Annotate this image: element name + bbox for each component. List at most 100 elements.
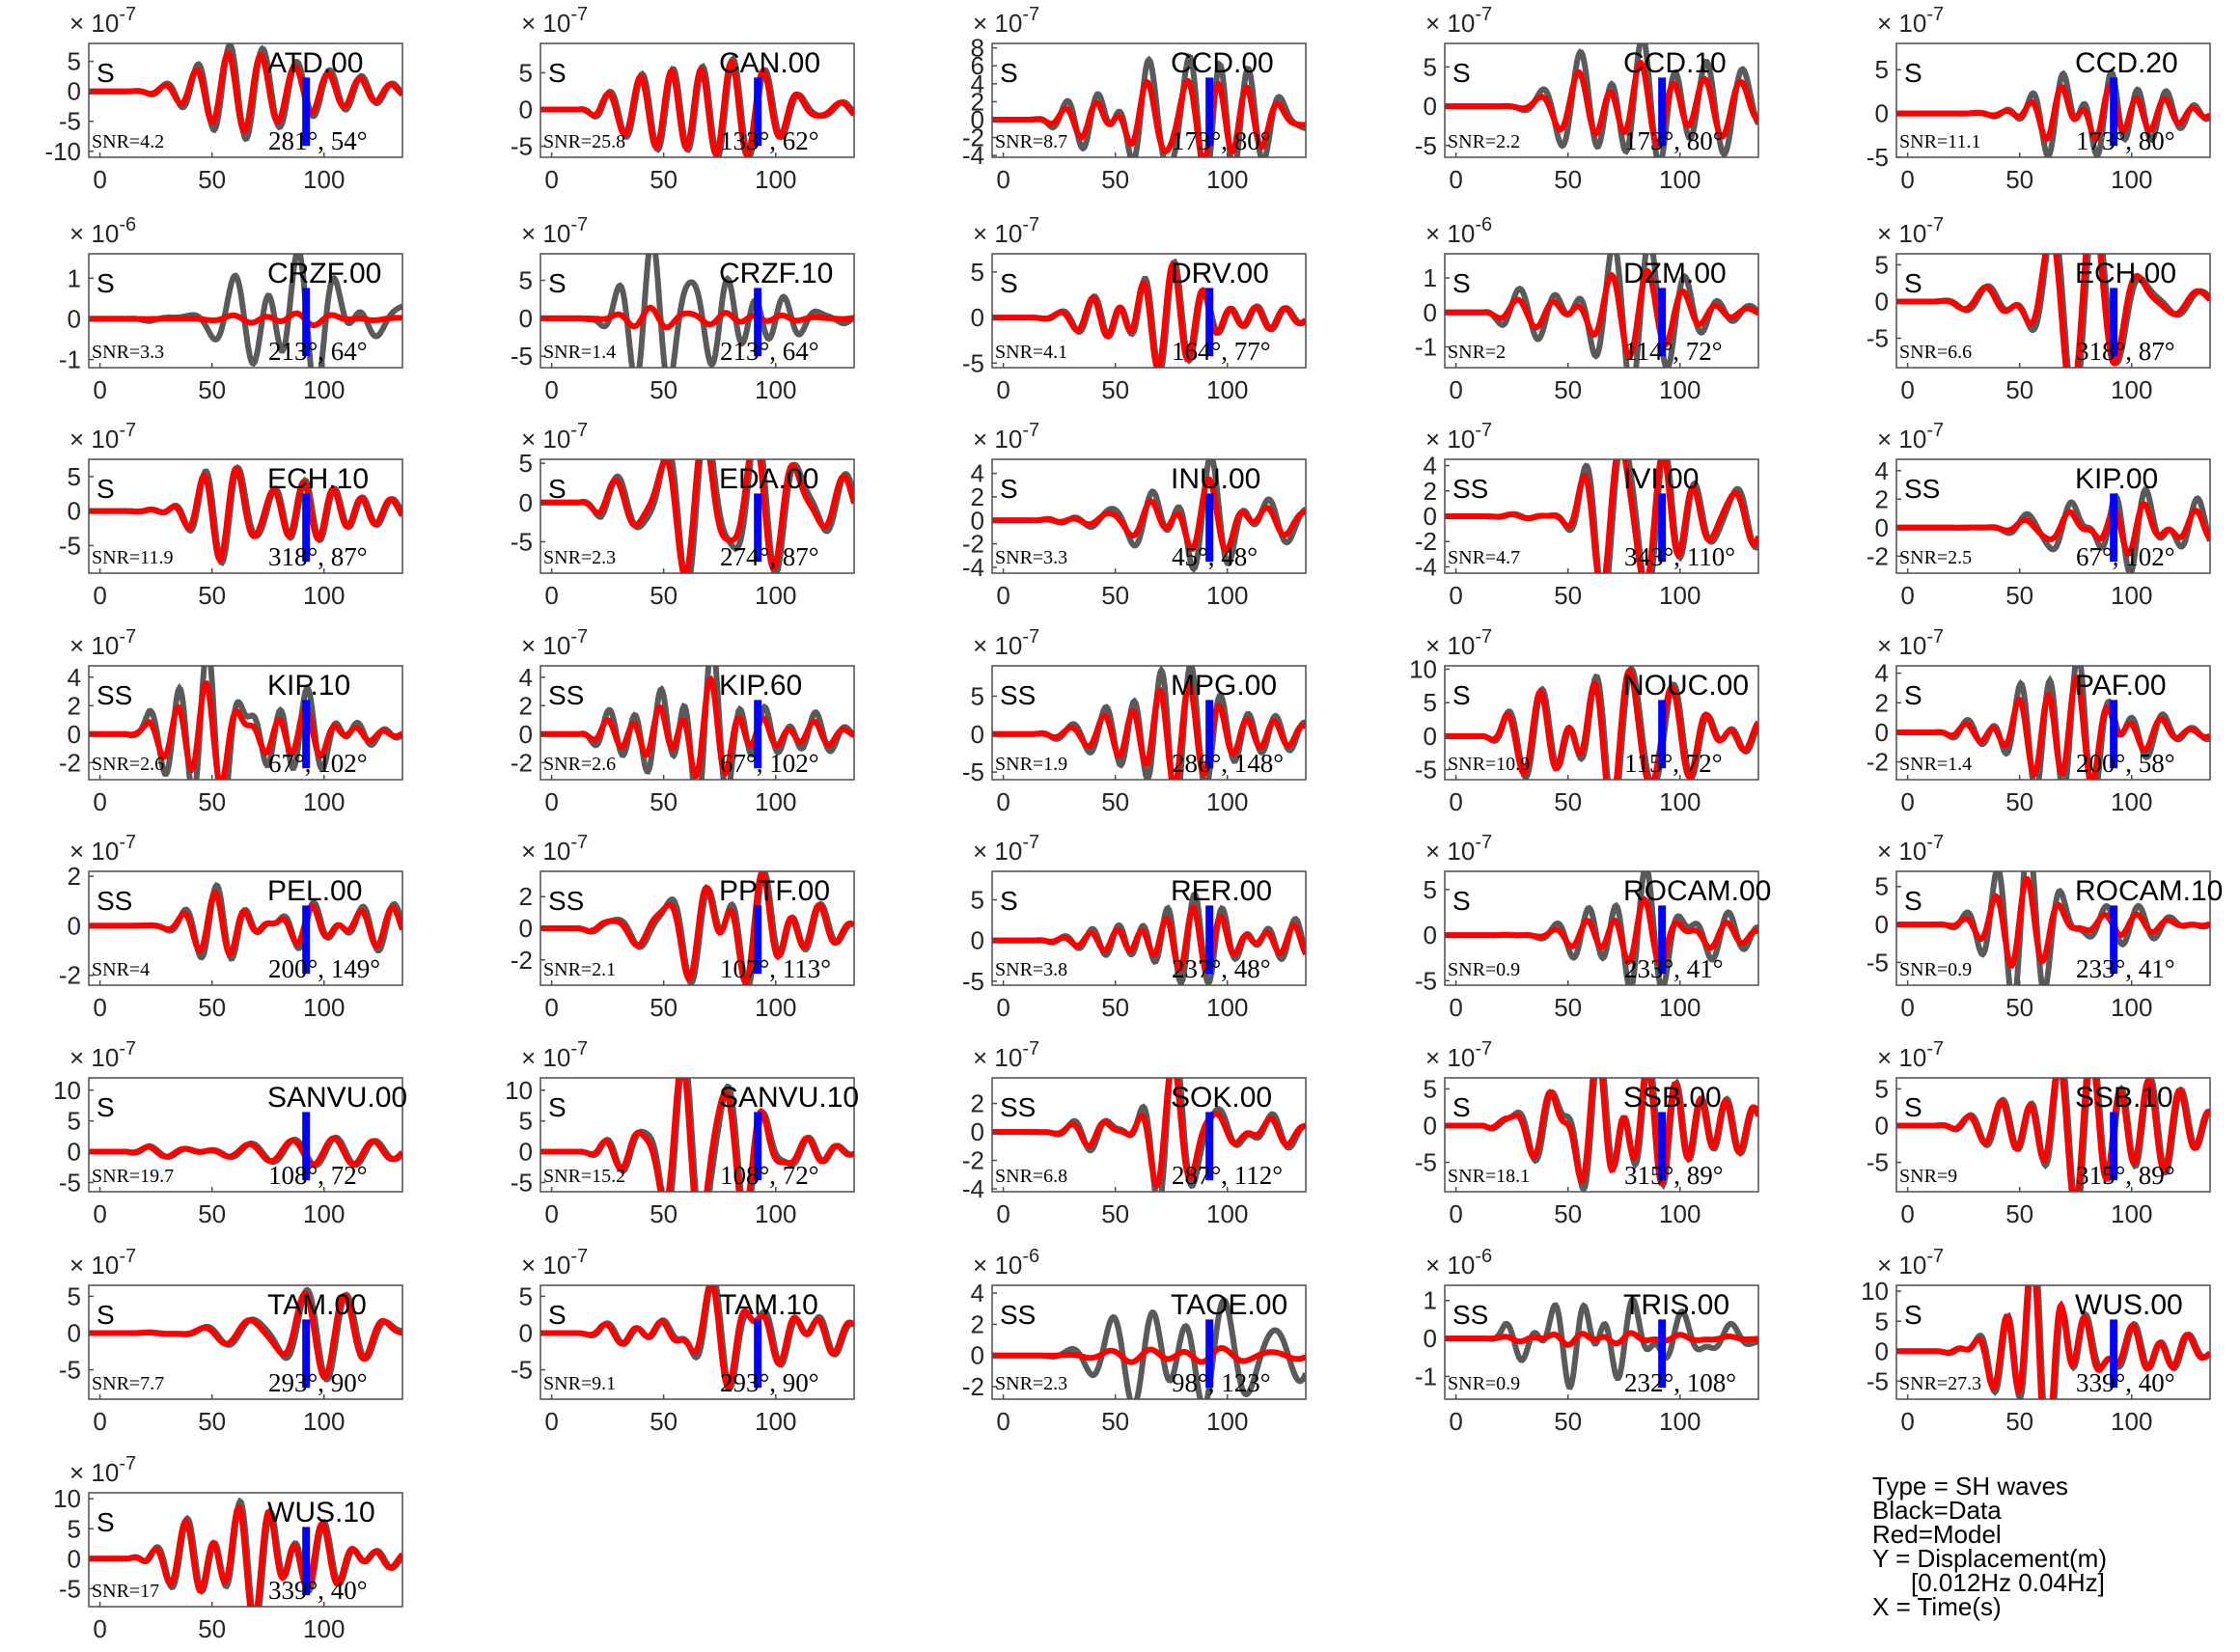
axes-frame [1895,253,2211,369]
x-tick-label: 50 [650,581,678,610]
axes-frame [1444,870,1759,986]
phase-label: SS [1000,1300,1036,1330]
x-tick-label: 50 [650,375,678,404]
snr-label: SNR=19.7 [92,1166,174,1187]
legend-black: Black=Data [1872,1496,2002,1525]
x-tick-label: 50 [1554,375,1582,404]
y-tick-label: 0 [1875,99,1889,128]
y-tick-label: 0 [971,926,984,955]
y-tick-label: 0 [68,77,81,106]
snr-label: SNR=2.2 [1448,131,1520,152]
arrival-marker [1205,77,1214,147]
y-tick-label: 10 [53,1484,81,1513]
y-tick-label: 5 [1875,55,1889,84]
y-tick-label: 0 [971,1341,984,1370]
y-tick-label: 5 [519,58,533,87]
y-tick-label: 0 [68,911,81,940]
x-tick-label: 0 [996,375,1009,404]
exponent-label: × 10-7 [69,420,136,454]
y-tick-label: 4 [971,459,984,488]
model-trace [540,459,854,573]
axes-frame [991,870,1307,986]
x-tick-label: 0 [93,165,106,194]
y-tick-label: 0 [1875,513,1889,542]
exponent-label: × 10-7 [1425,626,1492,660]
angles-label: 67°, 102° [2076,542,2175,571]
y-tick-label: -2 [962,1372,984,1401]
x-tick-label: 100 [1659,375,1701,404]
snr-label: SNR=17 [92,1581,159,1602]
x-tick-label: 0 [1449,1407,1462,1436]
y-tick-label: 4 [1875,456,1889,485]
snr-label: SNR=0.9 [1448,1373,1520,1394]
angles-label: 213°, 64° [720,337,819,366]
y-tick-label: -2 [59,961,81,990]
x-tick-label: 100 [1659,581,1701,610]
model-trace [1896,875,2210,970]
x-tick-label: 100 [303,1614,345,1643]
y-tick-label: 2 [1875,484,1889,513]
y-tick-label: 5 [68,1514,81,1543]
phase-label: S [1904,680,1922,710]
model-trace [1445,267,1758,360]
panel-pptf-00: 2 0 -2 0 50 100 × 10-7 SS PPTF.00 SNR=2.1 107°, 11… [511,832,855,1022]
y-tick-label: 0 [971,1117,984,1146]
y-tick-label: 4 [1875,659,1889,688]
x-tick-label: 0 [1900,1199,1914,1228]
exponent-label: × 10-7 [973,626,1039,660]
x-tick-label: 50 [2005,1407,2033,1436]
x-tick-label: 50 [198,1199,226,1228]
snr-label: SNR=27.3 [1899,1373,1981,1394]
legend-red: Red=Model [1872,1520,2002,1549]
x-tick-label: 50 [1554,993,1582,1022]
model-trace [1896,1078,2210,1192]
x-tick-label: 100 [2111,581,2152,610]
exponent-label: × 10-7 [973,214,1039,248]
y-tick-label: 0 [519,488,533,517]
x-tick-label: 50 [650,787,678,816]
phase-label: S [97,1300,115,1330]
model-trace [1445,59,1758,149]
y-tick-label: -5 [511,527,533,556]
snr-label: SNR=3.3 [92,342,164,363]
model-trace [992,679,1306,780]
y-tick-label: 0 [1424,298,1437,327]
model-trace [992,77,1306,157]
axes-frame [991,253,1307,369]
y-tick-label: -5 [1415,756,1437,785]
x-tick-label: 0 [93,787,106,816]
model-trace [1445,895,1758,969]
arrival-marker [754,77,762,147]
y-tick-label: 0 [1875,287,1889,316]
snr-label: SNR=2.6 [543,754,616,775]
x-tick-label: 0 [996,165,1009,194]
x-tick-label: 0 [544,165,558,194]
arrival-marker [302,1112,311,1181]
exponent-label: × 10-7 [973,1038,1039,1072]
phase-label: S [1000,58,1018,88]
station-label: RER.00 [1171,875,1272,907]
axes-frame [1444,42,1759,158]
y-tick-label: 5 [1424,688,1437,717]
y-tick-label: 0 [68,720,81,749]
snr-label: SNR=6.6 [1899,342,1972,363]
angles-label: 287°, 112° [1172,1161,1283,1190]
x-tick-label: 0 [1900,581,1914,610]
y-tick-label: -5 [1867,1366,1889,1395]
station-label: TAM.10 [719,1289,818,1321]
x-tick-label: 100 [1659,1407,1701,1436]
snr-label: SNR=10.9 [1448,754,1530,775]
snr-label: SNR=1.4 [1899,754,1972,775]
x-tick-label: 100 [755,375,796,404]
angles-label: 233°, 41° [1624,954,1724,983]
axes-frame [1895,665,2211,781]
exponent-label: × 10-7 [521,4,588,38]
y-tick-label: 4 [1424,452,1437,481]
phase-label: S [548,474,567,504]
y-tick-label: 0 [68,1318,81,1347]
snr-label: SNR=6.8 [995,1166,1067,1187]
angles-label: 315°, 89° [2076,1161,2175,1190]
snr-label: SNR=8.7 [995,131,1067,152]
exponent-label: × 10-6 [1425,1246,1492,1280]
